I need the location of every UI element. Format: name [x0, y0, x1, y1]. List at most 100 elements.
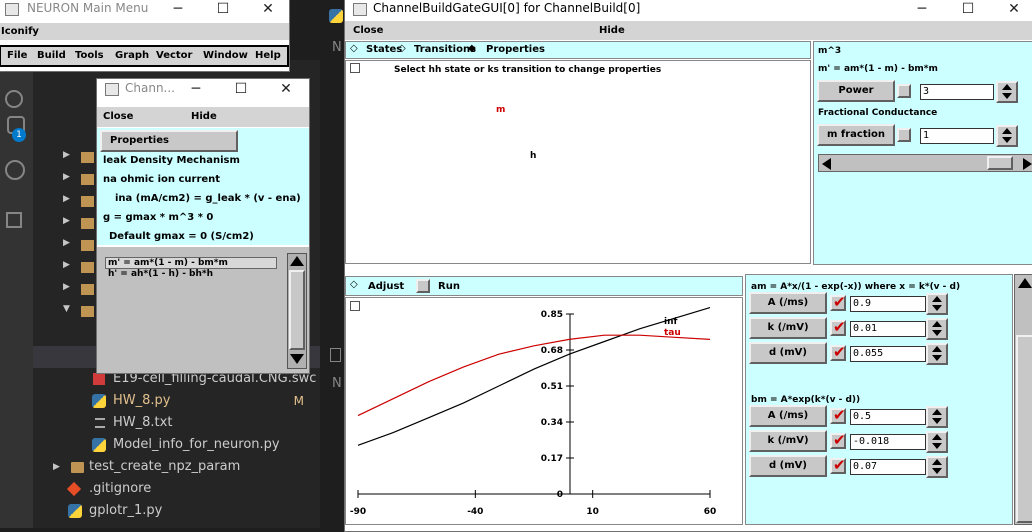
- window-title: NEURON Main Menu: [27, 1, 149, 15]
- m-fraction-check[interactable]: [897, 128, 911, 142]
- close-menu-item[interactable]: Close: [353, 25, 384, 36]
- radio-properties-icon[interactable]: ◆: [468, 43, 476, 54]
- menu-file[interactable]: File: [7, 50, 28, 61]
- slider-right-icon[interactable]: [1023, 158, 1032, 170]
- bm-param-check[interactable]: ✔: [830, 406, 846, 424]
- scroll-up-icon[interactable]: [1018, 278, 1032, 288]
- am-param-button[interactable]: d (mV): [749, 342, 827, 364]
- properties-button[interactable]: Properties: [100, 130, 238, 152]
- hide-menu-item[interactable]: Hide: [191, 111, 217, 122]
- list-item[interactable]: .gitignore: [33, 478, 320, 500]
- radio-properties-label[interactable]: Properties: [486, 44, 545, 55]
- state-canvas[interactable]: Select hh state or ks transition to chan…: [345, 60, 811, 264]
- am-param-button[interactable]: A (/ms): [749, 292, 827, 314]
- list-item[interactable]: HW_8.py M: [33, 390, 320, 412]
- close-button[interactable]: ✕: [280, 81, 292, 97]
- scroll-down-icon[interactable]: [290, 354, 304, 364]
- list-scrollbar[interactable]: [287, 253, 307, 369]
- state-m[interactable]: m: [496, 105, 506, 115]
- adjust-label[interactable]: Adjust: [368, 281, 405, 292]
- bm-param-field[interactable]: 0.07: [850, 459, 926, 475]
- bm-param-field[interactable]: 0.5: [850, 409, 926, 425]
- bm-param-field[interactable]: -0.018: [850, 434, 926, 450]
- radio-transitions-icon[interactable]: ◇: [398, 43, 406, 54]
- maximize-button[interactable]: ☐: [216, 1, 230, 17]
- run-label[interactable]: Run: [438, 281, 460, 292]
- power-field[interactable]: 3: [920, 84, 994, 100]
- power-check[interactable]: [897, 84, 911, 98]
- bm-param-check[interactable]: ✔: [830, 456, 846, 474]
- am-param-field[interactable]: 0.01: [850, 321, 926, 337]
- m-fraction-slider[interactable]: [818, 154, 1032, 172]
- list-item[interactable]: m' = am*(1 - m) - bm*m: [105, 257, 277, 269]
- bm-param-spinner[interactable]: [926, 431, 948, 453]
- m-fraction-spinner[interactable]: [996, 125, 1018, 147]
- list-item[interactable]: Model_info_for_neuron.py: [33, 434, 320, 456]
- m-fraction-field[interactable]: 1: [920, 128, 994, 144]
- bm-param-button[interactable]: k (/mV): [749, 430, 827, 452]
- rate-plot[interactable]: 0 0.17 0.34 0.51 0.68 0.85 -90 -40 10 60 inf tau: [345, 297, 743, 525]
- y-tick-label: 0.17: [541, 454, 563, 464]
- list-item[interactable]: HW_8.txt: [33, 412, 320, 434]
- list-item[interactable]: ▶ test_create_npz_param: [33, 456, 320, 478]
- am-param-check[interactable]: ✔: [830, 293, 846, 311]
- extensions-icon[interactable]: [6, 212, 22, 228]
- bm-param-check[interactable]: ✔: [830, 431, 846, 449]
- parameter-scrollbar[interactable]: [1014, 274, 1032, 525]
- close-button[interactable]: ✕: [262, 1, 274, 17]
- close-button[interactable]: ✕: [1008, 1, 1020, 17]
- maximize-button[interactable]: ☐: [234, 81, 248, 97]
- am-param-spinner[interactable]: [926, 318, 948, 340]
- plot-bar: ◇ Adjust Run: [345, 276, 743, 296]
- am-param-check[interactable]: ✔: [830, 343, 846, 361]
- slider-left-icon[interactable]: [822, 158, 831, 170]
- minimize-button[interactable]: ─: [173, 1, 183, 17]
- am-param-button[interactable]: k (/mV): [749, 317, 827, 339]
- menu-tools[interactable]: Tools: [75, 50, 104, 61]
- scroll-thumb[interactable]: [1016, 335, 1032, 523]
- list-item[interactable]: h' = ah*(1 - h) - bh*h: [108, 269, 214, 279]
- radio-states-icon[interactable]: ◇: [350, 43, 358, 54]
- am-param-spinner[interactable]: [926, 343, 948, 365]
- hide-menu-item[interactable]: Hide: [599, 25, 625, 36]
- radio-transitions-label[interactable]: Transitions: [414, 44, 477, 55]
- bm-param-spinner[interactable]: [926, 406, 948, 428]
- radio-states-label[interactable]: States: [366, 44, 403, 55]
- iconify-bar[interactable]: Iconify: [0, 23, 289, 40]
- run-button-square[interactable]: [416, 279, 430, 293]
- menu-build[interactable]: Build: [37, 50, 66, 61]
- y-tick-label: 0.34: [541, 418, 563, 428]
- bm-param-button[interactable]: A (/ms): [749, 405, 827, 427]
- power-spinner[interactable]: [996, 81, 1018, 103]
- canvas-menu-box[interactable]: [350, 63, 360, 73]
- state-h[interactable]: h: [530, 151, 537, 161]
- minimize-button[interactable]: ─: [917, 1, 927, 17]
- bm-param-spinner[interactable]: [926, 456, 948, 478]
- bm-param-button[interactable]: d (mV): [749, 455, 827, 477]
- scroll-up-icon[interactable]: [290, 256, 304, 266]
- close-menu-item[interactable]: Close: [103, 111, 134, 122]
- search-icon[interactable]: [5, 90, 23, 108]
- list-item[interactable]: gplotr_1.py: [33, 500, 320, 522]
- plot-menu-box[interactable]: [350, 301, 360, 311]
- am-param-check[interactable]: ✔: [830, 318, 846, 336]
- power-button[interactable]: Power: [817, 80, 895, 102]
- slider-thumb[interactable]: [987, 156, 1013, 170]
- minimize-button[interactable]: ─: [191, 81, 201, 97]
- adjust-icon[interactable]: ◇: [350, 279, 358, 290]
- document-icon: [330, 348, 341, 362]
- m-fraction-button[interactable]: m fraction: [817, 124, 895, 146]
- menu-help[interactable]: Help: [255, 50, 281, 61]
- am-param-field[interactable]: 0.9: [850, 296, 926, 312]
- am-param-spinner[interactable]: [926, 293, 948, 315]
- menu-graph[interactable]: Graph: [115, 50, 150, 61]
- maximize-button[interactable]: ☐: [961, 1, 975, 17]
- am-param-field[interactable]: 0.055: [850, 346, 926, 362]
- menu-window[interactable]: Window: [203, 50, 248, 61]
- menu-vector[interactable]: Vector: [156, 50, 193, 61]
- x-tick-label: 60: [704, 507, 717, 517]
- list-item[interactable]: E19-cell_filling-caudal.CNG.swc: [33, 368, 320, 390]
- scroll-thumb[interactable]: [289, 270, 305, 350]
- debug-icon[interactable]: [5, 160, 25, 180]
